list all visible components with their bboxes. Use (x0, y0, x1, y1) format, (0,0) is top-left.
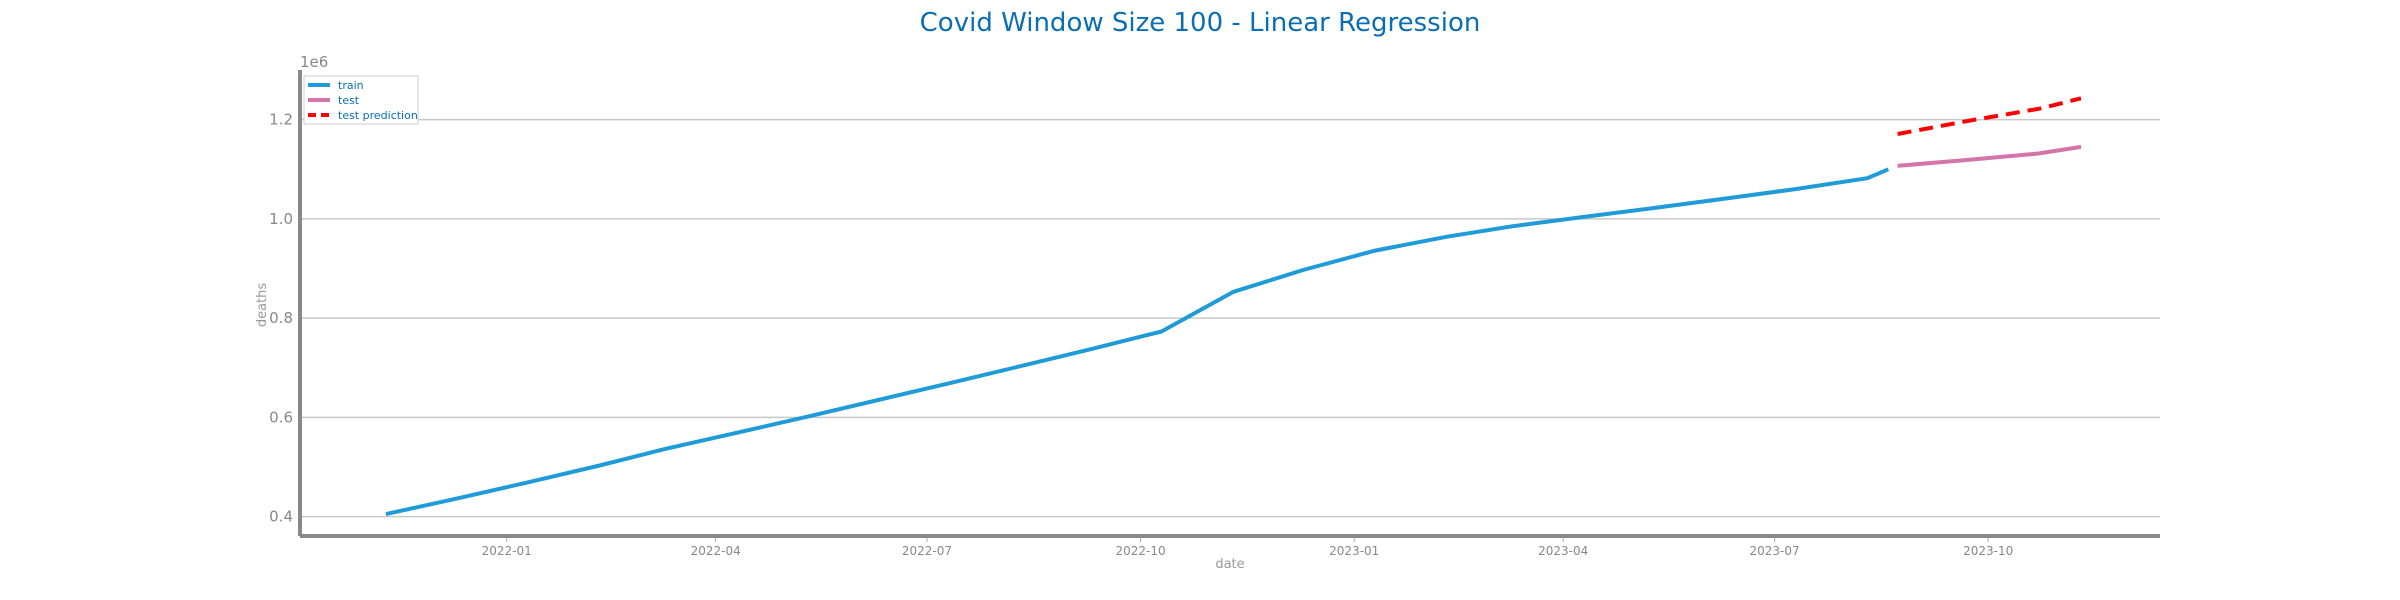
x-tick-label: 2023-07 (1749, 544, 1799, 558)
x-tick-label: 2023-10 (1963, 544, 2013, 558)
y-axis-label: deaths (255, 283, 270, 328)
axes (298, 70, 2160, 538)
legend-label: test prediction (338, 109, 418, 122)
y-tick-label: 0.6 (269, 408, 293, 426)
series-lines (385, 96, 2082, 517)
x-tick-label: 2022-01 (482, 544, 532, 558)
legend-label: test (338, 94, 360, 107)
legend: train test test prediction (303, 75, 419, 125)
y-tick-label: 0.8 (269, 309, 293, 327)
x-tick-label: 2022-04 (691, 544, 741, 558)
y-tick-label: 1.2 (269, 111, 293, 129)
chart-title: Covid Window Size 100 - Linear Regressio… (920, 8, 1481, 38)
y-tick-label: 0.4 (269, 508, 293, 526)
y-axis-multiplier: 1e6 (300, 53, 328, 71)
series-line-test (1897, 144, 2082, 168)
grid-lines (300, 118, 2160, 518)
x-tick-label: 2022-10 (1116, 544, 1166, 558)
y-axis-ticks: 0.4 0.6 0.8 1.0 1.2 (269, 111, 293, 526)
y-tick-label: 1.0 (269, 210, 293, 228)
x-tick-label: 2022-07 (902, 544, 952, 558)
x-tick-label: 2023-04 (1538, 544, 1588, 558)
x-axis-ticks: 2022-01 2022-04 2022-07 2022-10 2023-01 2023-… (482, 537, 2013, 558)
x-axis-label: date (1215, 557, 1244, 572)
x-tick-label: 2023-01 (1329, 544, 1379, 558)
series-line-test-prediction (1897, 96, 2082, 136)
legend-label: train (338, 79, 364, 92)
series-line-train (385, 167, 1890, 517)
